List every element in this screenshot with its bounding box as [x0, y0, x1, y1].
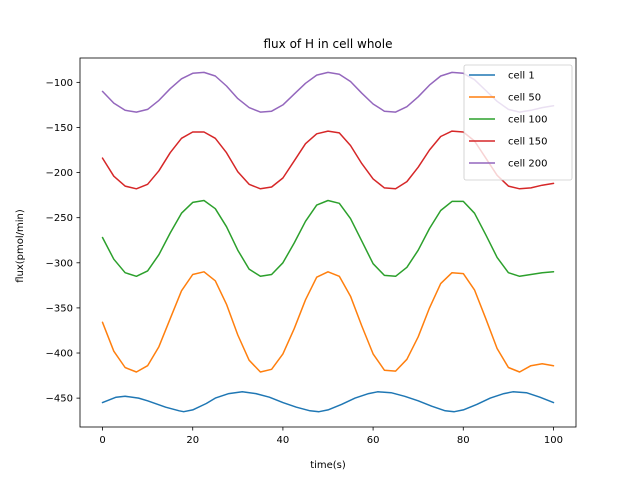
y-tick-label-5: −200 [46, 168, 73, 179]
y-tick-label-0: −450 [46, 394, 73, 405]
plot-frame [79, 57, 577, 428]
x-tick-label-1: 20 [186, 435, 199, 446]
y-axis-label: flux(pmol/min) [15, 209, 26, 283]
legend-label-3: cell 150 [508, 137, 547, 148]
x-axis-label: time(s) [310, 460, 346, 471]
legend-box [463, 64, 573, 181]
y-tick-label-6: −150 [46, 123, 73, 134]
x-axis-ticks: 0 20 40 60 80 100 [99, 427, 563, 446]
series-line-2 [101, 199, 555, 278]
y-tick-label-1: −400 [46, 349, 73, 360]
x-tick-label-3: 60 [367, 435, 380, 446]
legend-label-1: cell 50 [508, 93, 541, 104]
legend-label-0: cell 1 [508, 71, 535, 82]
x-tick-label-5: 100 [544, 435, 563, 446]
x-tick-label-4: 80 [457, 435, 470, 446]
y-tick-label-3: −300 [46, 258, 73, 269]
legend-label-2: cell 100 [508, 115, 547, 126]
y-axis-ticks: −450 −400 −350 −300 −250 −200 −150 −100 [46, 78, 80, 405]
legend: cell 1 cell 50 cell 100 cell 150 cell 200 [463, 64, 573, 181]
series-line-0 [101, 391, 555, 413]
plot-series [101, 71, 555, 413]
series-line-1 [101, 271, 555, 373]
y-tick-label-7: −100 [46, 78, 73, 89]
y-tick-label-2: −350 [46, 303, 73, 314]
legend-label-4: cell 200 [508, 159, 547, 170]
x-tick-label-2: 40 [277, 435, 290, 446]
chart-title: flux of H in cell whole [264, 37, 393, 51]
x-tick-label-0: 0 [99, 435, 105, 446]
y-tick-label-4: −250 [46, 213, 73, 224]
